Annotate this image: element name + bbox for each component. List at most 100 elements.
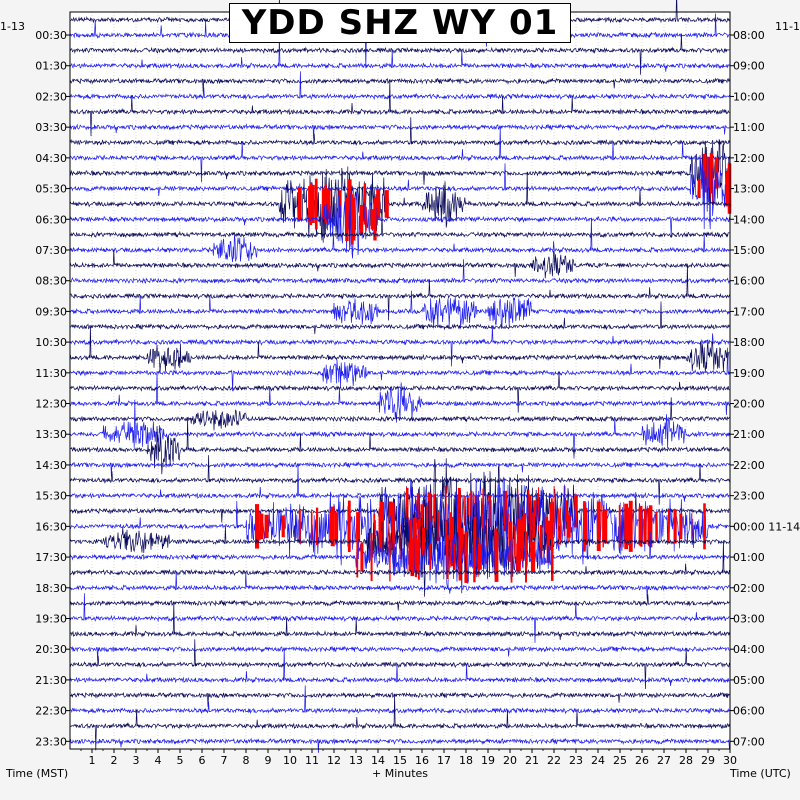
clip-bar xyxy=(373,198,377,241)
clip-bar xyxy=(334,512,339,541)
trace-line xyxy=(69,217,730,263)
clip-bar xyxy=(378,531,383,553)
clip-bar xyxy=(517,489,519,533)
clip-bar xyxy=(422,527,425,556)
clip-bar xyxy=(557,508,559,545)
clip-bar xyxy=(648,505,653,548)
right-tick-label: 00:00 11-14 xyxy=(733,520,800,533)
clip-bar xyxy=(643,508,647,544)
clip-bar xyxy=(517,545,519,569)
right-tick-label: 17:00 xyxy=(733,305,765,318)
clip-bar xyxy=(324,184,327,224)
clip-bar xyxy=(298,187,302,221)
trace-line xyxy=(69,372,730,413)
clip-bar xyxy=(604,509,608,544)
trace-line xyxy=(69,33,730,72)
left-axis-label: Time (MST) xyxy=(6,767,69,780)
clip-bar xyxy=(259,513,264,540)
clip-bar xyxy=(655,512,658,541)
clip-bar xyxy=(522,516,524,568)
left-tick-label: 21:30 xyxy=(35,674,67,687)
trace-line xyxy=(69,737,730,753)
right-tick-label: 10:00 xyxy=(733,90,765,103)
x-tick-label: 28 xyxy=(679,754,693,767)
trace-line xyxy=(69,528,730,589)
left-tick-label: 07:30 xyxy=(35,244,67,257)
left-tick-label: 02:30 xyxy=(35,90,67,103)
clip-bar xyxy=(316,507,319,546)
right-tick-label: 01:00 xyxy=(733,551,765,564)
clip-bar xyxy=(407,541,409,573)
clip-bar xyxy=(482,503,484,549)
clip-bar xyxy=(356,512,361,541)
clip-bar xyxy=(551,533,554,581)
clip-bar xyxy=(347,506,349,547)
clip-bar xyxy=(538,487,540,535)
clip-bar xyxy=(345,197,349,241)
clip-bar xyxy=(428,494,433,528)
clip-bar xyxy=(311,184,315,223)
right-tick-label: 20:00 xyxy=(733,398,765,411)
clip-bar xyxy=(514,524,516,559)
clip-bar xyxy=(628,500,633,552)
clip-bar xyxy=(264,514,269,539)
clip-bar xyxy=(488,495,491,527)
clip-bar xyxy=(529,525,531,558)
clip-bar xyxy=(668,509,670,543)
x-tick-label: 6 xyxy=(199,754,206,767)
clip-bar xyxy=(560,508,562,545)
clip-bar xyxy=(370,209,375,230)
clip-bar xyxy=(706,156,711,190)
x-tick-label: 9 xyxy=(265,754,272,767)
clip-bar xyxy=(417,534,420,580)
right-tick-label: 18:00 xyxy=(733,336,765,349)
right-tick-label: 04:00 xyxy=(733,643,765,656)
clip-bar xyxy=(574,494,578,528)
left-tick-label: 03:30 xyxy=(35,121,67,134)
trace-line xyxy=(69,125,730,183)
left-tick-label: 23:30 xyxy=(35,735,67,748)
clip-bar xyxy=(376,189,381,219)
clip-bar xyxy=(533,500,538,522)
left-tick-label: 04:30 xyxy=(35,152,67,165)
clip-bar xyxy=(308,186,313,222)
right-tick-label: 19:00 xyxy=(733,367,765,380)
x-tick-label: 16 xyxy=(415,754,429,767)
left-tick-label: 09:30 xyxy=(35,305,67,318)
x-tick-label: 17 xyxy=(437,754,451,767)
x-tick-label: 5 xyxy=(177,754,184,767)
clip-bar xyxy=(464,531,468,583)
trace-line xyxy=(69,601,730,640)
clip-bar xyxy=(416,493,420,529)
clip-bar xyxy=(363,183,367,225)
clip-bar xyxy=(525,531,527,583)
clip-bar xyxy=(546,520,550,563)
right-tick-label: 11:00 xyxy=(733,121,765,134)
clip-bar xyxy=(467,497,470,525)
left-tick-label: 13:30 xyxy=(35,428,67,441)
clip-bar xyxy=(412,517,417,566)
x-tick-label: 10 xyxy=(283,754,297,767)
clip-bar xyxy=(415,543,419,572)
clip-bar xyxy=(532,512,536,541)
left-tick-label: 17:30 xyxy=(35,551,67,564)
trace-line xyxy=(69,540,730,597)
trace-line xyxy=(69,325,730,373)
clip-bar xyxy=(553,486,555,536)
clip-bar xyxy=(539,524,543,559)
trace-line xyxy=(69,166,730,243)
left-tick-label: 19:30 xyxy=(35,612,67,625)
trace-line xyxy=(69,290,730,329)
right-tick-label: 03:00 xyxy=(733,612,765,625)
left-tick-label: 18:30 xyxy=(35,582,67,595)
trace-line xyxy=(69,371,730,423)
clip-bar xyxy=(365,207,367,231)
x-tick-label: 22 xyxy=(547,754,561,767)
clip-bar xyxy=(444,515,447,538)
right-tick-label: 02:00 xyxy=(733,582,765,595)
clip-bar xyxy=(328,188,331,219)
clip-bar xyxy=(378,516,380,536)
clip-bar xyxy=(321,188,325,220)
clip-bar xyxy=(326,189,329,219)
clip-bar xyxy=(347,500,351,552)
